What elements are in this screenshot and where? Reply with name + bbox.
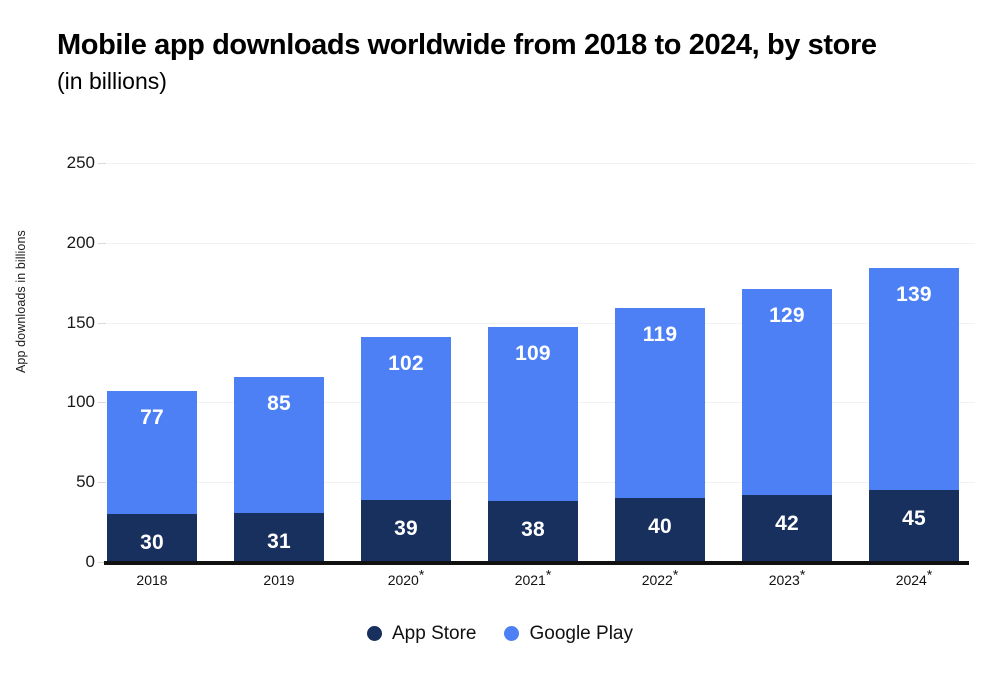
y-axis-tick-mark [98, 402, 106, 403]
x-axis-tick-label: 2019 [234, 572, 324, 588]
legend-item[interactable]: Google Play [504, 624, 633, 643]
legend-label: Google Play [529, 624, 633, 643]
bars-layer: 77 30 85 31 102 39 109 38 119 40 129 42 139 45 [107, 163, 975, 562]
x-axis-tick-label: 2020* [361, 572, 451, 588]
bar-value-label: 42 [775, 513, 799, 534]
bar-group[interactable]: 77 30 [107, 391, 197, 562]
chart-legend: App Store Google Play [0, 624, 1000, 643]
bar-value-label: 109 [515, 343, 551, 364]
legend-swatch-icon [367, 626, 382, 641]
y-axis-tick-label: 50 [76, 472, 95, 492]
plot-area: 050100150200250 773085311023910938119401… [107, 163, 975, 562]
y-axis-tick-label: 250 [67, 153, 95, 173]
bar-value-label: 85 [267, 393, 291, 414]
bar-segment-google-play[interactable]: 109 [488, 327, 578, 501]
y-axis-tick-label: 100 [67, 392, 95, 412]
legend-swatch-icon [504, 626, 519, 641]
bar-segment-app-store[interactable]: 30 [107, 514, 197, 562]
chart-subtitle: (in billions) [57, 65, 987, 97]
bar-segment-app-store[interactable]: 31 [234, 513, 324, 562]
bar-value-label: 31 [267, 531, 291, 552]
bar-segment-app-store[interactable]: 39 [361, 500, 451, 562]
bar-value-label: 102 [388, 353, 424, 374]
bar-segment-google-play[interactable]: 85 [234, 377, 324, 513]
bar-group[interactable]: 85 31 [234, 377, 324, 562]
x-axis-tick-label: 2021* [488, 572, 578, 588]
bar-group[interactable]: 109 38 [488, 327, 578, 562]
y-axis-tick-label: 0 [86, 552, 95, 572]
bar-segment-app-store[interactable]: 38 [488, 501, 578, 562]
bar-value-label: 139 [896, 284, 932, 305]
bar-group[interactable]: 102 39 [361, 337, 451, 562]
x-axis-tick-label: 2022* [615, 572, 705, 588]
y-axis-title: App downloads in billions [14, 230, 28, 373]
bar-value-label: 40 [648, 516, 672, 537]
chart-container: Mobile app downloads worldwide from 2018… [0, 0, 1000, 675]
x-axis-tick-label: 2018 [107, 572, 197, 588]
bar-segment-app-store[interactable]: 40 [615, 498, 705, 562]
y-axis-tick-mark [98, 482, 106, 483]
bar-segment-google-play[interactable]: 119 [615, 308, 705, 498]
x-axis-line [104, 561, 969, 565]
bar-value-label: 30 [140, 532, 164, 553]
y-axis-tick-mark [98, 163, 106, 164]
bar-segment-google-play[interactable]: 102 [361, 337, 451, 500]
bar-segment-google-play[interactable]: 139 [869, 268, 959, 490]
bar-segment-app-store[interactable]: 45 [869, 490, 959, 562]
bar-value-label: 45 [902, 508, 926, 529]
bar-value-label: 119 [643, 324, 677, 345]
y-axis-tick-label: 200 [67, 233, 95, 253]
bar-group[interactable]: 129 42 [742, 289, 832, 562]
y-axis-tick-mark [98, 323, 106, 324]
bar-value-label: 38 [521, 519, 545, 540]
chart-header: Mobile app downloads worldwide from 2018… [57, 27, 987, 97]
legend-item[interactable]: App Store [367, 624, 477, 643]
page-title: Mobile app downloads worldwide from 2018… [57, 27, 987, 63]
y-axis-tick-mark [98, 243, 106, 244]
legend-label: App Store [392, 624, 477, 643]
bar-value-label: 129 [769, 305, 805, 326]
y-axis-tick-label: 150 [67, 313, 95, 333]
bar-segment-google-play[interactable]: 129 [742, 289, 832, 495]
x-axis-tick-label: 2024* [869, 572, 959, 588]
bar-value-label: 39 [394, 518, 418, 539]
bar-value-label: 77 [140, 407, 164, 428]
bar-segment-app-store[interactable]: 42 [742, 495, 832, 562]
bar-group[interactable]: 139 45 [869, 268, 959, 562]
bar-group[interactable]: 119 40 [615, 308, 705, 562]
x-axis-tick-label: 2023* [742, 572, 832, 588]
bar-segment-google-play[interactable]: 77 [107, 391, 197, 514]
